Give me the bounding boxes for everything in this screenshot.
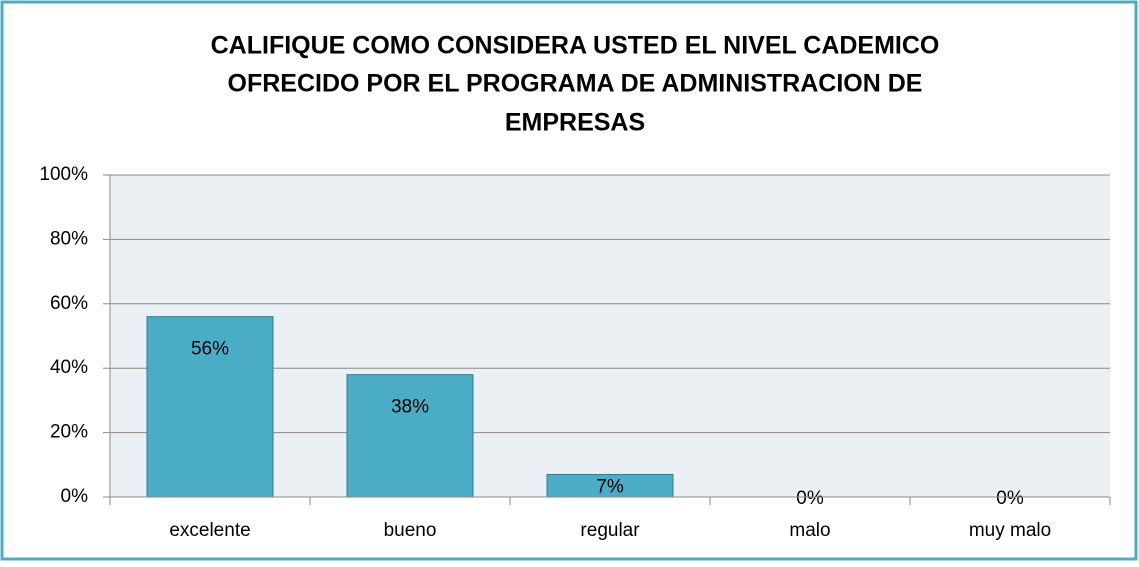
y-tick-label: 60% — [50, 293, 88, 314]
plot-area — [110, 175, 1110, 497]
data-label: 0% — [996, 488, 1024, 509]
x-tick-label: bueno — [384, 520, 437, 541]
chart-title: EMPRESAS — [505, 109, 645, 137]
bar — [346, 374, 474, 498]
data-label: 7% — [596, 477, 624, 498]
y-tick-label: 40% — [50, 357, 88, 378]
data-label: 38% — [391, 397, 429, 418]
y-tick-label: 20% — [50, 422, 88, 443]
y-tick-label: 0% — [61, 486, 89, 507]
chart-title: OFRECIDO POR EL PROGRAMA DE ADMINISTRACI… — [228, 70, 923, 98]
x-tick-label: muy malo — [969, 520, 1051, 541]
x-tick-label: excelente — [169, 520, 250, 541]
chart-title: CALIFIQUE COMO CONSIDERA USTED EL NIVEL … — [211, 32, 940, 60]
x-tick-label: regular — [580, 520, 640, 541]
data-label: 0% — [796, 488, 824, 509]
data-label: 56% — [191, 339, 229, 360]
x-tick-label: malo — [789, 520, 830, 541]
y-tick-label: 100% — [39, 164, 88, 185]
y-tick-label: 80% — [50, 228, 88, 249]
